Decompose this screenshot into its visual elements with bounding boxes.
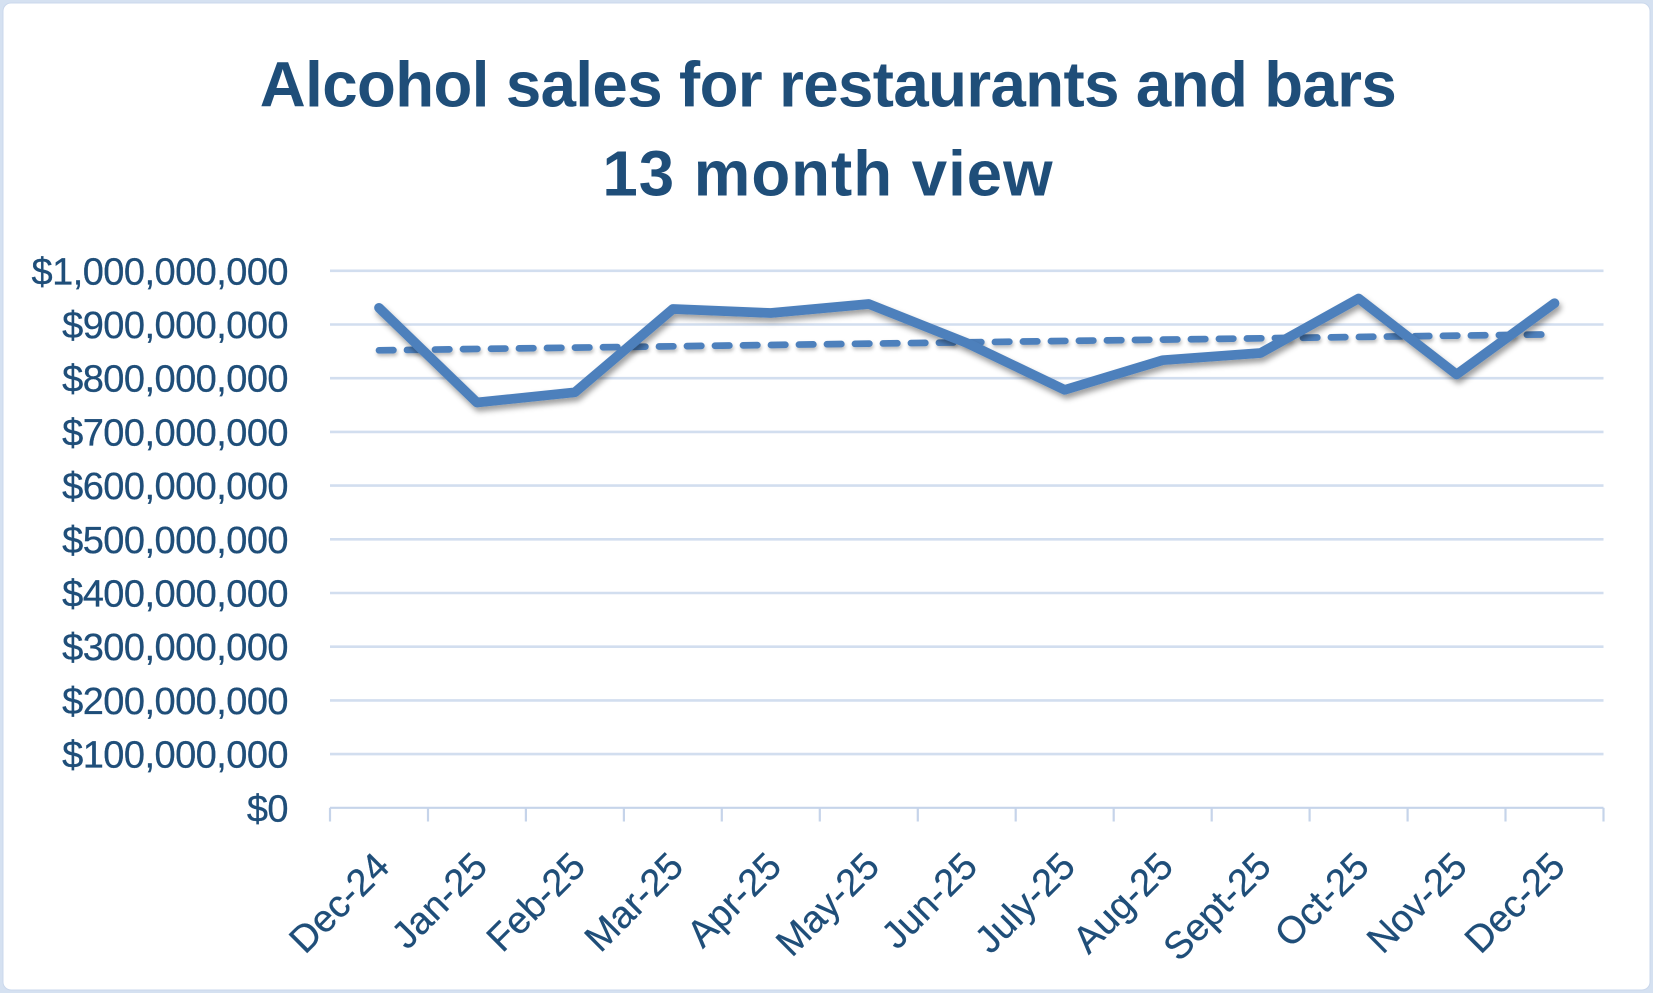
svg-text:$0: $0 xyxy=(247,788,288,830)
svg-text:$900,000,000: $900,000,000 xyxy=(62,305,288,347)
svg-text:$400,000,000: $400,000,000 xyxy=(62,574,288,616)
svg-text:$600,000,000: $600,000,000 xyxy=(62,466,288,508)
svg-text:$300,000,000: $300,000,000 xyxy=(62,627,288,669)
svg-text:Alcohol sales for restaurants: Alcohol sales for restaurants and bars xyxy=(260,50,1396,121)
svg-text:$800,000,000: $800,000,000 xyxy=(62,359,288,401)
svg-text:13 month view: 13 month view xyxy=(602,138,1053,209)
svg-text:$500,000,000: $500,000,000 xyxy=(62,520,288,562)
svg-text:$700,000,000: $700,000,000 xyxy=(62,412,288,454)
svg-text:$100,000,000: $100,000,000 xyxy=(62,735,288,777)
svg-text:$200,000,000: $200,000,000 xyxy=(62,681,288,723)
svg-text:$1,000,000,000: $1,000,000,000 xyxy=(32,251,288,293)
